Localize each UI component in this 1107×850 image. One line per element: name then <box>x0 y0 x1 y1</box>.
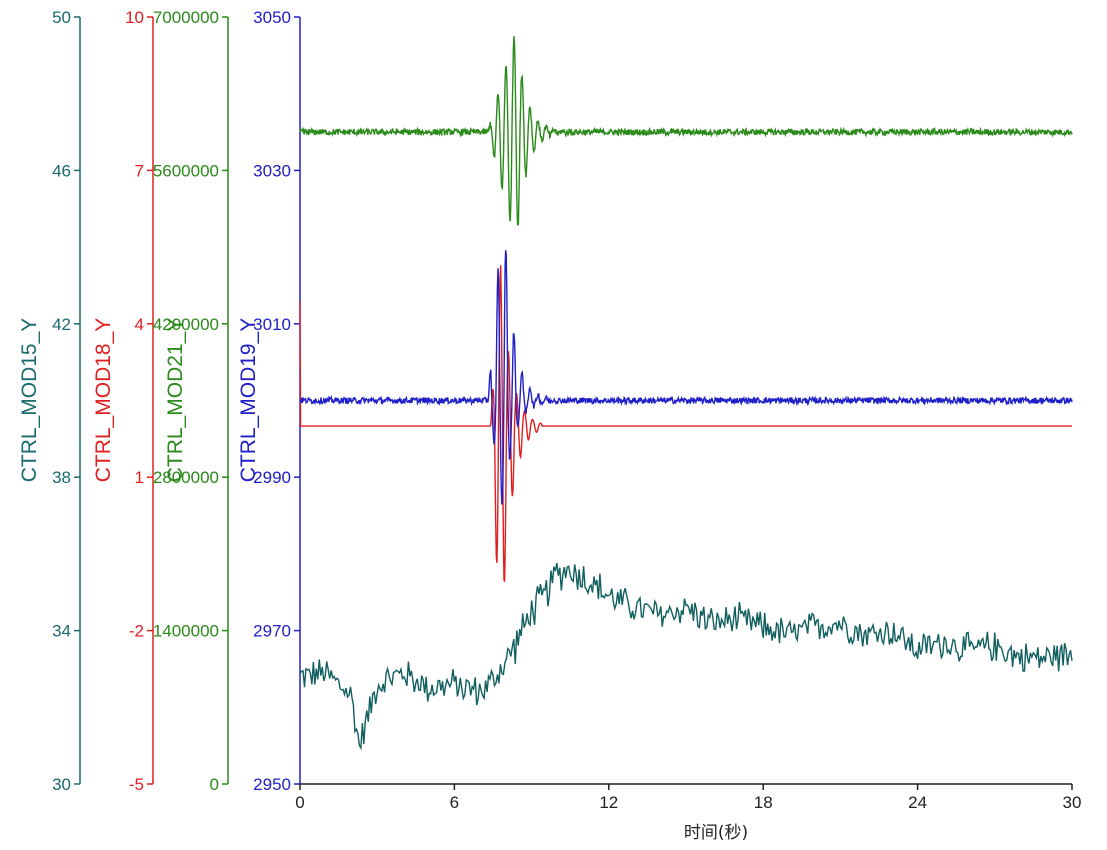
y-tick-label: 0 <box>210 775 219 794</box>
x-axis-group: 0 6 12 18 24 30 时间(秒) <box>295 783 1082 843</box>
y-tick-label: 3010 <box>253 315 291 334</box>
y-axis-title: CTRL_MOD15_Y <box>18 318 41 483</box>
series-line-CTRL_MOD18_Y <box>299 265 1072 582</box>
series-line-CTRL_MOD21_Y <box>299 36 1073 226</box>
y-tick-label: 30 <box>52 775 71 794</box>
x-axis-title: 时间(秒) <box>684 823 748 843</box>
y-axis-title: CTRL_MOD18_Y <box>92 318 115 483</box>
y-tick-label: 50 <box>52 8 71 27</box>
y-axis-title: CTRL_MOD21_Y <box>164 318 187 483</box>
y-tick-label: 42 <box>52 315 71 334</box>
y-axis-title: CTRL_MOD19_Y <box>237 318 260 483</box>
y-axes-group: 30 34 38 42 46 50 CTRL_MOD15_Y -5 -2 1 4 7 10 CTRL_MO… <box>18 8 301 794</box>
y-tick-label: 3050 <box>253 8 291 27</box>
y-tick-label: 1400000 <box>153 622 219 641</box>
y-tick-label: 2950 <box>253 775 291 794</box>
y-tick-label: 7000000 <box>153 8 219 27</box>
y-tick-label: 2970 <box>253 622 291 641</box>
series-line-CTRL_MOD19_Y <box>299 250 1073 505</box>
y-tick-label: 34 <box>52 622 71 641</box>
series-line-CTRL_MOD15_Y <box>299 562 1073 751</box>
x-tick-label: 0 <box>295 793 304 812</box>
y-tick-label: 5600000 <box>153 161 219 180</box>
y-tick-label: 7 <box>135 161 144 180</box>
x-tick-label: 6 <box>450 793 459 812</box>
y-tick-label: 2990 <box>253 468 291 487</box>
x-tick-label: 24 <box>908 793 927 812</box>
x-tick-label: 12 <box>599 793 618 812</box>
y-tick-label: 46 <box>52 161 71 180</box>
y-tick-label: 1 <box>135 468 144 487</box>
y-tick-label: 2800000 <box>153 468 219 487</box>
y-tick-label: 38 <box>52 468 71 487</box>
x-tick-label: 30 <box>1063 793 1082 812</box>
y-tick-label: 4 <box>135 315 144 334</box>
series-group <box>299 36 1073 751</box>
y-tick-label: -5 <box>129 775 144 794</box>
y-tick-label: 10 <box>125 8 144 27</box>
y-tick-label: 4200000 <box>153 315 219 334</box>
x-tick-label: 18 <box>754 793 773 812</box>
y-tick-label: 3030 <box>253 161 291 180</box>
y-tick-label: -2 <box>129 622 144 641</box>
